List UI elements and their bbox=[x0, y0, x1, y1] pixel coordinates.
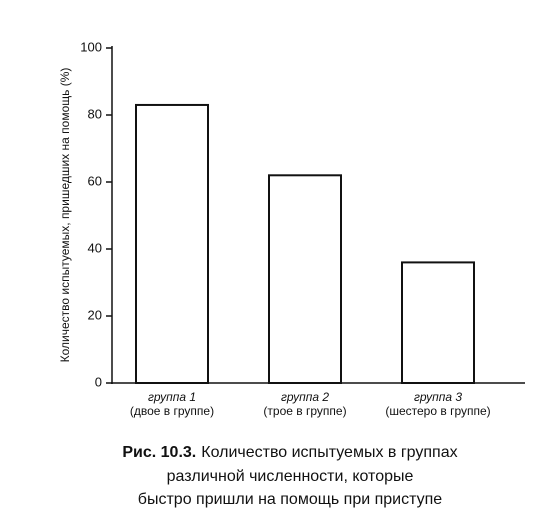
y-tick-label: 60 bbox=[88, 173, 102, 188]
x-tick-sublabel: (двое в группе) bbox=[130, 404, 214, 418]
y-axis-label: Количество испытуемых, пришедших на помо… bbox=[58, 68, 72, 363]
caption-line: Рис. 10.3. Количество испытуемых в группа… bbox=[122, 444, 457, 461]
x-tick-label: группа 1 bbox=[148, 390, 196, 404]
caption-label: Рис. 10.3. bbox=[122, 444, 196, 461]
bar bbox=[135, 103, 209, 384]
y-tick-label: 0 bbox=[95, 374, 102, 389]
caption-text: Количество испытуемых в группах bbox=[201, 444, 457, 461]
y-tick-label: 80 bbox=[88, 106, 102, 121]
caption-line: различной численности, которые bbox=[167, 468, 414, 485]
y-tick-label: 20 bbox=[88, 307, 102, 322]
x-tick-sublabel: (трое в группе) bbox=[263, 404, 346, 418]
y-tick-label: 40 bbox=[88, 240, 102, 255]
caption-line: быстро пришли на помощь при приступе bbox=[138, 491, 442, 508]
bar bbox=[268, 174, 342, 384]
bar bbox=[401, 261, 475, 384]
x-tick-label: группа 2 bbox=[281, 390, 329, 404]
x-tick-sublabel: (шестеро в группе) bbox=[385, 404, 490, 418]
x-tick-label: группа 3 bbox=[414, 390, 462, 404]
y-tick-label: 100 bbox=[80, 39, 102, 54]
